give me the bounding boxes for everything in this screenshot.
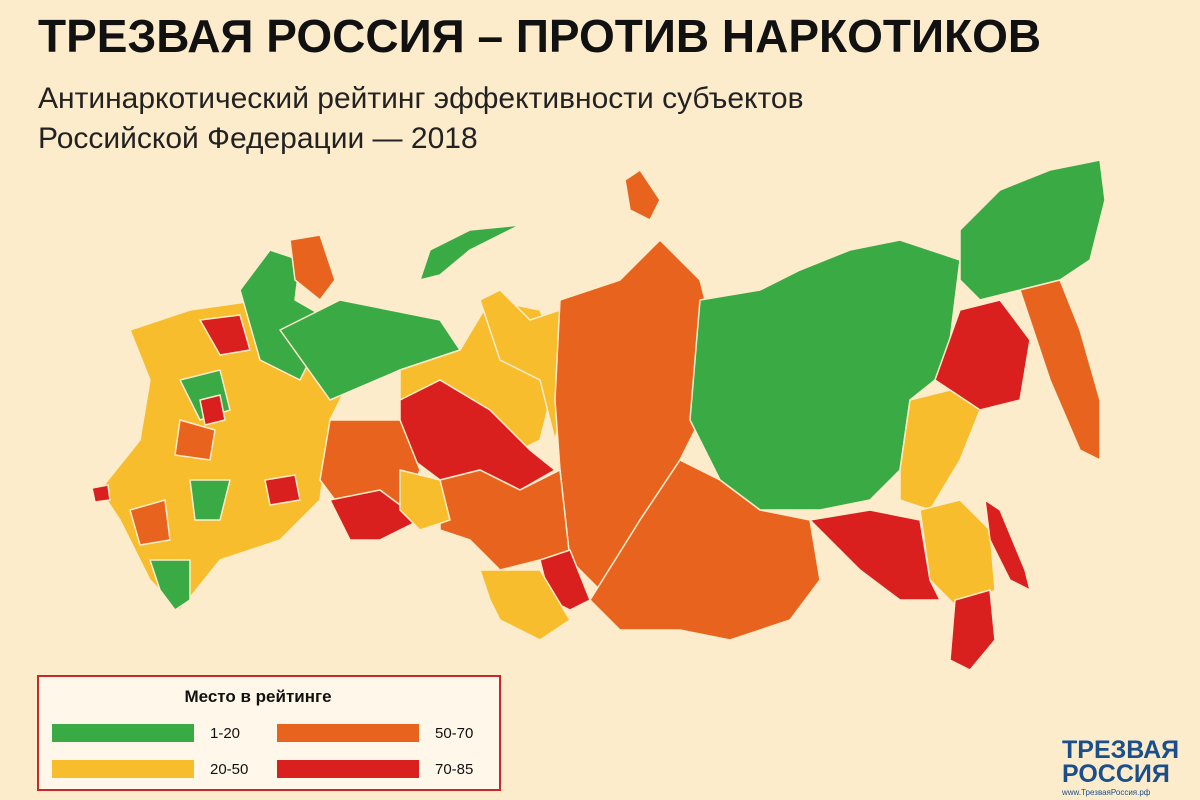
region — [129, 499, 171, 546]
region — [899, 389, 981, 511]
region — [479, 569, 571, 641]
region — [589, 459, 821, 641]
legend-label: 1-20 — [210, 725, 240, 742]
legend-label: 70-85 — [435, 761, 473, 778]
legend-swatch — [52, 760, 194, 778]
map — [91, 159, 1106, 671]
region — [91, 484, 111, 503]
subtitle: Российской Федерации — 2018 — [38, 122, 478, 155]
region — [959, 159, 1106, 301]
region — [289, 234, 336, 301]
legend-label: 20-50 — [210, 761, 248, 778]
region — [264, 474, 301, 506]
region — [329, 489, 421, 541]
subtitle: Антинаркотический рейтинг эффективности … — [38, 82, 804, 115]
legend-swatch — [277, 724, 419, 742]
region — [949, 589, 996, 671]
legend: 1-20 20-50 50-70 70-85 — [52, 724, 473, 778]
legend-title: Место в рейтинге — [184, 687, 331, 706]
region — [809, 509, 941, 601]
region — [149, 559, 191, 611]
region — [399, 469, 451, 531]
region — [624, 169, 661, 221]
region — [399, 379, 556, 491]
region — [984, 499, 1031, 591]
region — [199, 314, 251, 356]
logo-text: РОССИЯ — [1062, 760, 1170, 788]
legend-label: 50-70 — [435, 725, 473, 742]
region — [189, 479, 231, 521]
region — [419, 224, 521, 281]
region — [199, 394, 226, 426]
title: ТРЕЗВАЯ РОССИЯ – ПРОТИВ НАРКОТИКОВ — [38, 10, 1041, 62]
logo-url: www.ТрезваяРоссия.рф — [1061, 788, 1151, 797]
region — [1019, 279, 1101, 461]
legend-swatch — [277, 760, 419, 778]
logo-text: ТРЕЗВАЯ — [1062, 736, 1179, 764]
region — [174, 419, 216, 461]
region — [279, 299, 461, 401]
legend-swatch — [52, 724, 194, 742]
